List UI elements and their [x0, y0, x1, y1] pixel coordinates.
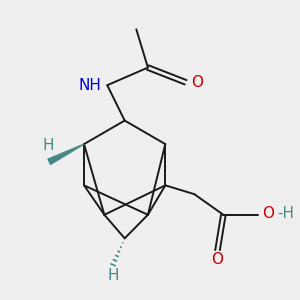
Text: O: O [212, 252, 224, 267]
Text: O: O [262, 206, 274, 221]
Text: O: O [191, 75, 203, 90]
Text: -H: -H [277, 206, 294, 221]
Polygon shape [48, 144, 84, 164]
Text: H: H [107, 268, 119, 283]
Text: NH: NH [79, 78, 101, 93]
Text: H: H [42, 138, 53, 153]
